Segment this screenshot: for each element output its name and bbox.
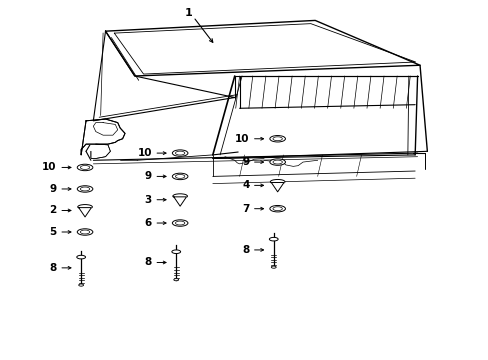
Text: 5: 5 <box>49 227 57 237</box>
Ellipse shape <box>172 173 187 180</box>
Text: 8: 8 <box>242 245 249 255</box>
Ellipse shape <box>77 164 93 171</box>
Ellipse shape <box>79 284 83 286</box>
Ellipse shape <box>269 206 285 212</box>
Ellipse shape <box>77 255 85 259</box>
Polygon shape <box>105 21 419 76</box>
Polygon shape <box>271 183 284 192</box>
Polygon shape <box>91 144 110 158</box>
Text: 7: 7 <box>242 204 249 214</box>
Text: 8: 8 <box>49 263 57 273</box>
Ellipse shape <box>77 229 93 235</box>
Ellipse shape <box>173 279 178 281</box>
Ellipse shape <box>269 135 285 142</box>
Text: 9: 9 <box>144 171 152 181</box>
Ellipse shape <box>172 194 187 198</box>
Polygon shape <box>173 197 186 206</box>
Text: 9: 9 <box>242 157 249 167</box>
Ellipse shape <box>172 150 187 156</box>
Text: 10: 10 <box>42 162 57 172</box>
Text: 2: 2 <box>49 206 57 216</box>
Ellipse shape <box>77 186 93 192</box>
Ellipse shape <box>78 204 92 209</box>
Text: 8: 8 <box>144 257 152 267</box>
Ellipse shape <box>271 266 276 268</box>
Ellipse shape <box>172 220 187 226</box>
Text: 9: 9 <box>50 184 57 194</box>
Ellipse shape <box>171 250 180 253</box>
Text: 1: 1 <box>184 8 192 18</box>
Polygon shape <box>93 123 118 135</box>
Text: 6: 6 <box>144 218 152 228</box>
Ellipse shape <box>269 159 285 165</box>
Polygon shape <box>93 31 234 121</box>
Text: 10: 10 <box>234 134 249 144</box>
Text: 10: 10 <box>137 148 152 158</box>
Ellipse shape <box>270 180 285 184</box>
Text: 3: 3 <box>144 195 152 205</box>
Text: 4: 4 <box>242 180 249 190</box>
Ellipse shape <box>269 237 278 241</box>
Polygon shape <box>81 119 125 155</box>
Polygon shape <box>79 208 91 217</box>
